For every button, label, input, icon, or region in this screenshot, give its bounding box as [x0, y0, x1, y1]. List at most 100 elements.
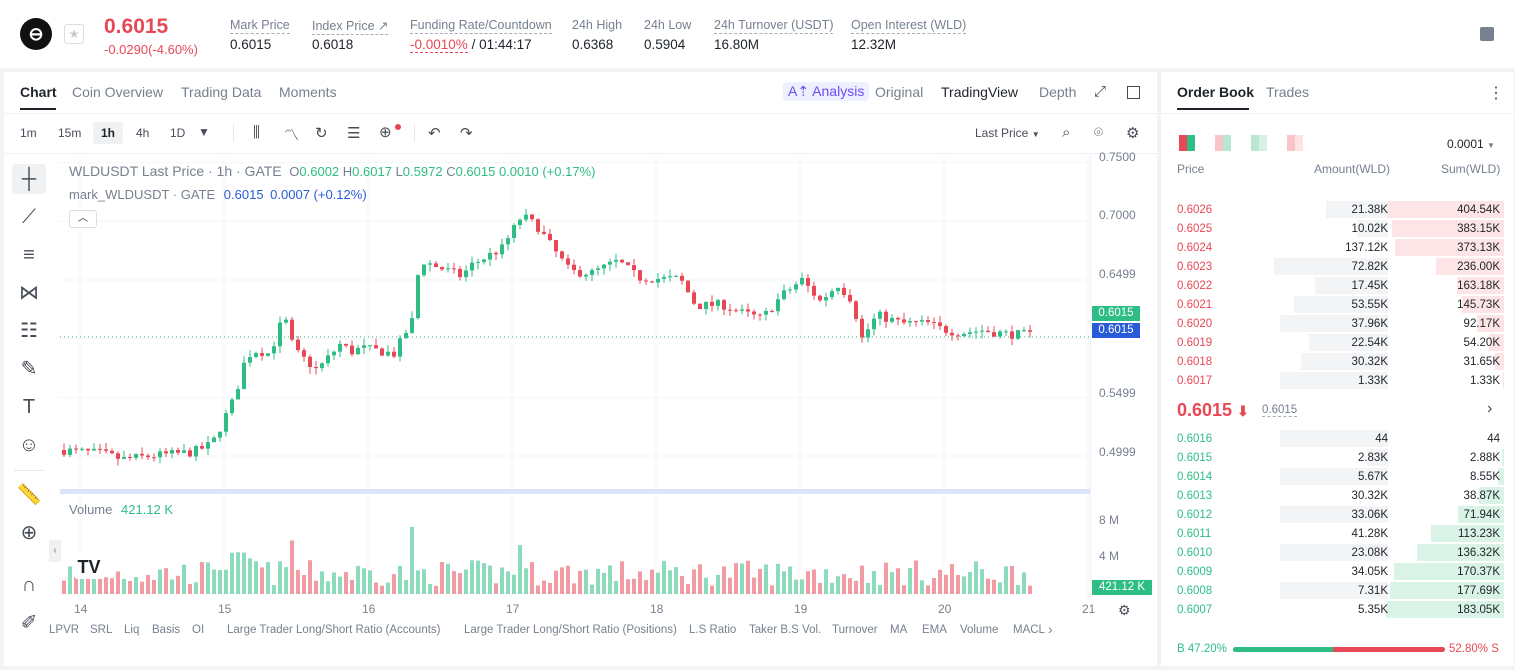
index-price-label[interactable]: Index Price ↗ — [312, 19, 389, 35]
bid-row[interactable]: 0.6016 44 44 — [1161, 429, 1514, 448]
undo-icon[interactable]: ↶ — [428, 125, 441, 142]
tf-1m[interactable]: 1m — [20, 126, 37, 140]
emoji-icon[interactable]: ☺ — [18, 434, 40, 456]
search-icon[interactable]: ⌕ — [1062, 124, 1071, 141]
settings-gear-icon[interactable]: ⚙ — [1126, 125, 1140, 142]
text-tool-icon[interactable]: T — [22, 396, 36, 418]
indicator-taker-vol[interactable]: Taker B.S Vol. — [749, 624, 822, 636]
funding-rate-label[interactable]: Funding Rate/Countdown — [410, 18, 552, 34]
favorite-star-icon[interactable]: ★ — [64, 24, 84, 44]
ask-row[interactable]: 0.6026 21.38K 404.54K — [1161, 200, 1514, 219]
window-icon[interactable] — [1127, 86, 1140, 99]
ob-price: 0.6007 — [1177, 604, 1213, 616]
more-indicators-icon[interactable]: › — [1048, 621, 1053, 637]
view-tradingview[interactable]: TradingView — [941, 84, 1019, 100]
tab-moments[interactable]: Moments — [279, 84, 337, 100]
ob-mid-mark[interactable]: 0.6015 — [1262, 404, 1298, 417]
precision-select[interactable]: 0.0001 ▼ — [1447, 137, 1495, 151]
bid-row[interactable]: 0.6007 5.35K 183.05K — [1161, 600, 1514, 619]
more-menu-icon[interactable]: ⋮ — [1488, 85, 1504, 102]
indicator-oi[interactable]: OI — [192, 624, 205, 636]
indicators-icon[interactable]: 〽 — [284, 127, 300, 144]
view-both-icon[interactable] — [1179, 135, 1195, 151]
indicator-macd[interactable]: MACL — [1013, 624, 1045, 636]
indicator-turnover[interactable]: Turnover — [832, 624, 878, 636]
crosshair-icon[interactable]: ┼ — [12, 164, 46, 194]
collapse-toolbar-icon[interactable]: ‹ — [49, 540, 61, 562]
ask-row[interactable]: 0.6023 72.82K 236.00K — [1161, 257, 1514, 276]
view-original[interactable]: Original — [875, 84, 924, 100]
expand-icon[interactable]: ⤢ — [1094, 83, 1107, 100]
tf-1d[interactable]: 1D — [170, 126, 186, 140]
indicator-ma[interactable]: MA — [890, 624, 908, 636]
indicator-srl[interactable]: SRL — [90, 624, 113, 636]
indicator-basis[interactable]: Basis — [152, 624, 181, 636]
tab-trades[interactable]: Trades — [1266, 84, 1310, 100]
tab-order-book[interactable]: Order Book — [1177, 84, 1255, 100]
ob-amount: 34.05K — [1351, 566, 1388, 578]
candle-type-icon[interactable]: ⫼ — [253, 124, 260, 141]
ask-row[interactable]: 0.6017 1.33K 1.33K — [1161, 371, 1514, 390]
zoom-in-icon[interactable]: ⊕ — [20, 522, 38, 544]
analysis-button[interactable]: A⇡ Analysis — [783, 82, 870, 101]
tf-4h[interactable]: 4h — [136, 126, 150, 140]
volume-bar — [356, 565, 360, 594]
indicator-volume[interactable]: Volume — [960, 624, 999, 636]
bid-row[interactable]: 0.6010 23.08K 136.32K — [1161, 543, 1514, 562]
bid-row[interactable]: 0.6013 30.32K 38.87K — [1161, 486, 1514, 505]
indicator-lt-positions[interactable]: Large Trader Long/Short Ratio (Positions… — [464, 624, 677, 636]
bid-row[interactable]: 0.6015 2.83K 2.88K — [1161, 448, 1514, 467]
ask-row[interactable]: 0.6022 17.45K 163.18K — [1161, 276, 1514, 295]
indicator-ls-ratio[interactable]: L.S Ratio — [689, 624, 737, 636]
compare-icon[interactable]: ↻ — [315, 125, 328, 142]
fib-icon[interactable]: ☷ — [20, 320, 38, 342]
tab-trading-data[interactable]: Trading Data — [181, 84, 262, 100]
indicator-lpvr[interactable]: LPVR — [49, 624, 80, 636]
magnet-icon[interactable]: ∩ — [21, 574, 37, 596]
tab-chart[interactable]: Chart — [20, 84, 57, 100]
axis-settings-icon[interactable]: ⚙ — [1118, 602, 1131, 618]
add-indicator-icon[interactable]: ⊕ — [379, 124, 392, 141]
ask-row[interactable]: 0.6025 10.02K 383.15K — [1161, 219, 1514, 238]
view-depth[interactable]: Depth — [1039, 84, 1077, 100]
bid-row[interactable]: 0.6008 7.31K 177.69K — [1161, 581, 1514, 600]
templates-icon[interactable]: ☰ — [347, 125, 361, 142]
view-split-icon[interactable] — [1215, 135, 1231, 151]
bid-row[interactable]: 0.6009 34.05K 170.37K — [1161, 562, 1514, 581]
bid-row[interactable]: 0.6011 41.28K 113.23K — [1161, 524, 1514, 543]
indicator-ema[interactable]: EMA — [922, 624, 947, 636]
trendline-icon[interactable]: ⟋ — [22, 206, 36, 228]
redo-icon[interactable]: ↷ — [460, 125, 473, 142]
tab-coin-overview[interactable]: Coin Overview — [72, 84, 164, 100]
candlestick-chart[interactable] — [60, 154, 1090, 600]
tf-dropdown-icon[interactable]: ▼ — [198, 125, 210, 139]
chevron-right-icon[interactable]: › — [1487, 400, 1493, 417]
ruler-icon[interactable]: 📏 — [16, 484, 42, 506]
camera-icon[interactable]: ⌾ — [1094, 124, 1104, 141]
bid-row[interactable]: 0.6014 5.67K 8.55K — [1161, 467, 1514, 486]
price-type-select[interactable]: Last Price ▼ — [975, 126, 1040, 140]
ask-row[interactable]: 0.6020 37.96K 92.17K — [1161, 314, 1514, 333]
book-icon[interactable] — [1480, 27, 1494, 41]
ask-row[interactable]: 0.6019 22.54K 54.20K — [1161, 333, 1514, 352]
turnover-label[interactable]: 24h Turnover (USDT) — [714, 18, 834, 34]
pencil-icon[interactable]: ✐ — [20, 612, 38, 634]
ask-row[interactable]: 0.6021 53.55K 145.73K — [1161, 295, 1514, 314]
bid-row[interactable]: 0.6012 33.06K 71.94K — [1161, 505, 1514, 524]
horizontal-lines-icon[interactable]: ≡ — [23, 244, 35, 266]
view-bids-icon[interactable] — [1251, 135, 1267, 151]
price-axis[interactable] — [1090, 154, 1157, 600]
ask-row[interactable]: 0.6024 137.12K 373.13K — [1161, 238, 1514, 257]
mark-price-label[interactable]: Mark Price — [230, 18, 290, 34]
indicator-lt-accounts[interactable]: Large Trader Long/Short Ratio (Accounts) — [227, 624, 441, 636]
collapse-legend-icon[interactable]: ︿ — [69, 210, 97, 228]
indicator-liq[interactable]: Liq — [124, 624, 140, 636]
ask-row[interactable]: 0.6018 30.32K 31.65K — [1161, 352, 1514, 371]
brush-icon[interactable]: ✎ — [20, 358, 38, 380]
tf-15m[interactable]: 15m — [58, 126, 82, 140]
tf-1h[interactable]: 1h — [93, 122, 124, 144]
open-interest-label[interactable]: Open Interest (WLD) — [851, 18, 967, 34]
pattern-icon[interactable]: ⋈ — [19, 282, 39, 304]
volume-bar — [764, 564, 768, 594]
view-asks-icon[interactable] — [1287, 135, 1303, 151]
